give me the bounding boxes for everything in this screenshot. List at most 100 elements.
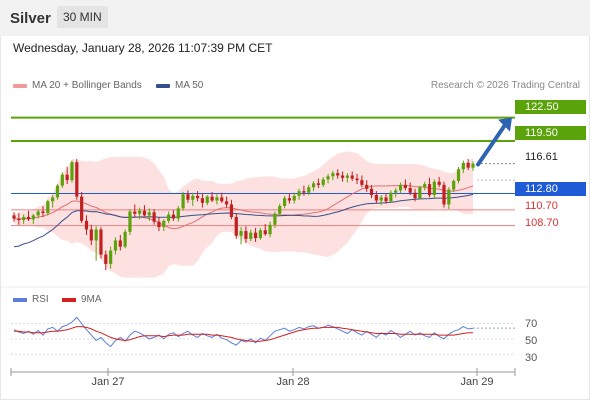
candle-body: [205, 196, 209, 203]
legend-rsi-swatch: [13, 297, 27, 302]
period-tab[interactable]: 30 MIN: [57, 6, 108, 28]
candle-body: [427, 184, 432, 196]
candle-body: [36, 211, 40, 216]
candle-body: [268, 224, 272, 235]
legend-ma50-swatch: [156, 83, 170, 88]
candle-body: [394, 190, 398, 193]
candle-body: [22, 216, 26, 221]
candle-body: [321, 179, 325, 185]
candle-body: [311, 183, 316, 188]
x-tick-jan27: Jan 27: [91, 376, 125, 388]
rsi-tick-30: 30: [525, 352, 538, 364]
level-119-50: 119.50: [515, 126, 586, 140]
rsi-series-0: [13, 316, 474, 348]
candle-body: [84, 220, 89, 230]
candle-body: [456, 169, 461, 181]
candle-body: [60, 174, 64, 186]
candle-body: [167, 214, 171, 221]
candle-body: [447, 189, 451, 205]
candle-body: [133, 211, 137, 214]
candle-body: [253, 232, 258, 239]
candle-body: [142, 210, 147, 216]
timestamp: Wednesday, January 28, 2026 11:07:39 PM …: [13, 41, 273, 55]
level-108-70: 108.70: [525, 217, 559, 229]
candle-body: [128, 211, 132, 232]
candle-body: [282, 198, 287, 206]
legend-bollinger-label: MA 20 + Bollinger Bands: [32, 80, 142, 91]
header-bar: Silver 30 MIN: [0, 0, 590, 36]
candle-body: [65, 174, 69, 181]
candle-body: [292, 195, 296, 201]
candle-body: [287, 198, 291, 201]
candle-body: [263, 230, 267, 235]
candle-body: [471, 163, 475, 168]
candle-body: [244, 231, 248, 239]
level-112-80: 112.80: [515, 182, 586, 196]
candle-body: [413, 192, 417, 199]
candle-body: [326, 176, 330, 180]
candle-body: [80, 196, 84, 221]
candle-body: [191, 195, 195, 200]
candle-body: [278, 206, 282, 214]
candle-body: [355, 178, 359, 181]
legend-rsi-ma-label: 9MA: [81, 294, 102, 305]
candle-body: [273, 213, 277, 225]
candle-body: [249, 232, 253, 239]
rsi-series-1: [14, 326, 473, 342]
legend-ma50-label: MA 50: [175, 80, 204, 91]
candle-body: [210, 196, 214, 201]
candle-body: [384, 197, 388, 202]
candle-body: [398, 184, 403, 191]
candle-body: [147, 212, 151, 216]
candle-body: [109, 250, 113, 264]
candle-body: [442, 184, 446, 205]
candle-body: [403, 184, 407, 188]
candle-body: [41, 211, 45, 214]
candle-body: [113, 240, 118, 251]
x-tick-jan28: Jan 28: [276, 376, 310, 388]
candle-body: [331, 173, 335, 177]
candle-body: [336, 173, 340, 176]
ma50-line: [13, 193, 474, 248]
candle-body: [379, 197, 383, 201]
credit-text: Research © 2026 Trading Central: [430, 80, 580, 91]
candle-body: [196, 195, 200, 199]
candle-body: [224, 201, 229, 205]
candle-body: [94, 229, 98, 241]
candle-body: [466, 162, 470, 168]
candle-body: [55, 185, 60, 198]
candle-body: [152, 212, 156, 222]
candle-body: [452, 180, 456, 190]
candle-body: [200, 198, 205, 203]
candle-body: [461, 162, 465, 170]
candle-body: [365, 184, 369, 189]
candle-body: [89, 229, 93, 241]
candle-body: [123, 231, 127, 247]
candle-body: [258, 230, 263, 239]
candle-body: [181, 194, 185, 209]
candle-body: [307, 187, 311, 193]
candle-body: [350, 175, 354, 179]
legend-rsi-label: RSI: [32, 294, 49, 305]
candle-body: [389, 192, 393, 202]
candle-body: [17, 218, 21, 221]
candle-body: [374, 195, 378, 201]
legend-bollinger-swatch: [13, 83, 27, 88]
legend-rsi: RSI: [13, 294, 49, 305]
candle-body: [176, 208, 180, 219]
candle-body: [297, 191, 301, 196]
candle-body: [239, 231, 243, 236]
candle-body: [432, 181, 436, 196]
candle-body: [171, 214, 176, 219]
level-110-70: 110.70: [525, 200, 558, 212]
level-122-50: 122.50: [515, 100, 586, 114]
candle-body: [75, 162, 79, 197]
rsi-tick-50: 50: [525, 335, 538, 347]
candle-body: [162, 220, 166, 228]
candle-body: [220, 197, 224, 202]
candle-body: [340, 175, 345, 178]
candle-body: [215, 197, 219, 201]
x-tick-jan29: Jan 29: [460, 376, 494, 388]
instrument-title: Silver: [10, 10, 51, 27]
